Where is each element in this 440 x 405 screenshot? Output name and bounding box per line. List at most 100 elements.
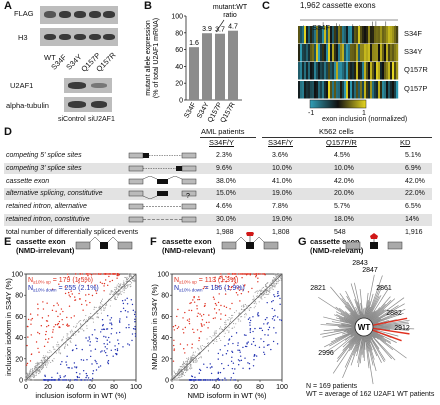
heatmap-cell bbox=[380, 26, 383, 44]
point-up bbox=[255, 273, 257, 275]
point-up bbox=[79, 273, 82, 275]
point-down bbox=[232, 362, 235, 364]
wt-center-circle bbox=[354, 317, 374, 337]
point-up bbox=[66, 323, 69, 325]
point-down bbox=[75, 371, 78, 374]
heatmap-cell bbox=[396, 44, 399, 62]
point-up bbox=[85, 273, 88, 275]
point-up bbox=[196, 308, 198, 310]
alt-exon bbox=[157, 178, 168, 184]
point-neutral bbox=[58, 349, 61, 351]
point-neutral bbox=[233, 323, 235, 325]
cassette-exon bbox=[246, 242, 254, 249]
heatmap-cell bbox=[360, 62, 363, 80]
heatmap-cell bbox=[330, 81, 333, 99]
point-neutral bbox=[119, 292, 121, 294]
heatmap-cell bbox=[358, 62, 361, 80]
point-neutral bbox=[199, 356, 201, 359]
ylabel-line: mutant allele expression bbox=[145, 20, 152, 96]
point-up bbox=[58, 326, 60, 329]
point-neutral bbox=[114, 289, 116, 291]
heatmap-cell bbox=[328, 44, 331, 62]
point-neutral bbox=[44, 364, 47, 366]
ratio-annotation: mutant:WT ratio bbox=[213, 4, 248, 19]
point-up bbox=[231, 302, 233, 305]
point-up bbox=[112, 273, 114, 275]
point-neutral bbox=[27, 378, 29, 380]
point-neutral bbox=[44, 355, 46, 357]
point-up bbox=[41, 317, 44, 319]
x-tick-label: 0 bbox=[24, 384, 28, 391]
heatmap-cell bbox=[362, 26, 365, 44]
point-neutral bbox=[120, 293, 122, 295]
point-up bbox=[235, 275, 237, 278]
point-neutral bbox=[233, 326, 235, 328]
point-up bbox=[221, 275, 223, 277]
point-neutral bbox=[57, 341, 59, 343]
point-down bbox=[131, 333, 134, 335]
point-up bbox=[201, 324, 203, 326]
point-neutral bbox=[61, 339, 63, 341]
point-neutral bbox=[278, 279, 280, 282]
point-down bbox=[44, 374, 46, 377]
point-neutral bbox=[191, 357, 193, 359]
point-down bbox=[116, 349, 119, 352]
point-neutral bbox=[190, 365, 192, 367]
point-neutral bbox=[122, 283, 124, 286]
heatmap-cell bbox=[314, 44, 317, 62]
heatmap-cell bbox=[378, 44, 381, 62]
table-cell: 19.0% bbox=[272, 190, 292, 198]
point-up bbox=[212, 296, 215, 298]
point-up bbox=[100, 273, 102, 275]
point-neutral bbox=[104, 308, 106, 310]
heatmap-cell bbox=[346, 26, 349, 44]
point-neutral bbox=[198, 357, 200, 360]
point-neutral bbox=[228, 326, 230, 328]
point-neutral bbox=[126, 276, 128, 278]
point-up bbox=[107, 284, 109, 287]
point-neutral bbox=[187, 361, 189, 363]
point-neutral bbox=[182, 361, 185, 363]
point-neutral bbox=[35, 365, 37, 367]
point-neutral bbox=[228, 330, 230, 332]
heatmap-cell bbox=[370, 62, 373, 80]
heatmap-cell bbox=[376, 81, 379, 99]
point-neutral bbox=[47, 360, 49, 362]
heatmap-cell bbox=[332, 44, 335, 62]
point-down bbox=[242, 367, 244, 370]
point-down bbox=[117, 343, 120, 345]
point-neutral bbox=[189, 368, 192, 370]
header-rule-k562 bbox=[262, 137, 432, 138]
point-neutral bbox=[276, 275, 278, 277]
point-neutral bbox=[81, 328, 83, 330]
point-down bbox=[212, 379, 214, 381]
heatmap-cell bbox=[302, 26, 305, 44]
heatmap-cell bbox=[346, 44, 349, 62]
point-up bbox=[234, 282, 237, 284]
point-down bbox=[126, 303, 129, 305]
heatmap-cell bbox=[340, 44, 343, 62]
point-up bbox=[219, 275, 222, 278]
point-up bbox=[67, 275, 70, 278]
point-up bbox=[260, 273, 262, 275]
point-neutral bbox=[40, 361, 42, 363]
point-down bbox=[257, 312, 259, 314]
point-down bbox=[279, 297, 281, 300]
point-up bbox=[57, 304, 60, 306]
point-neutral bbox=[70, 341, 72, 343]
point-up bbox=[258, 273, 260, 275]
point-neutral bbox=[38, 372, 40, 374]
point-up bbox=[45, 330, 47, 333]
panel-label-g: G bbox=[298, 236, 307, 248]
point-neutral bbox=[184, 369, 186, 371]
point-neutral bbox=[46, 364, 48, 366]
point-up bbox=[244, 273, 246, 275]
heatmap-cell bbox=[318, 44, 321, 62]
point-neutral bbox=[272, 289, 274, 291]
point-down bbox=[276, 295, 279, 297]
heatmap-cell bbox=[326, 44, 329, 62]
x-tick-label: 40 bbox=[66, 384, 74, 391]
col-header-k562-s34fy: S34F/Y bbox=[268, 138, 294, 147]
point-down bbox=[57, 379, 59, 381]
point-down bbox=[128, 324, 130, 326]
